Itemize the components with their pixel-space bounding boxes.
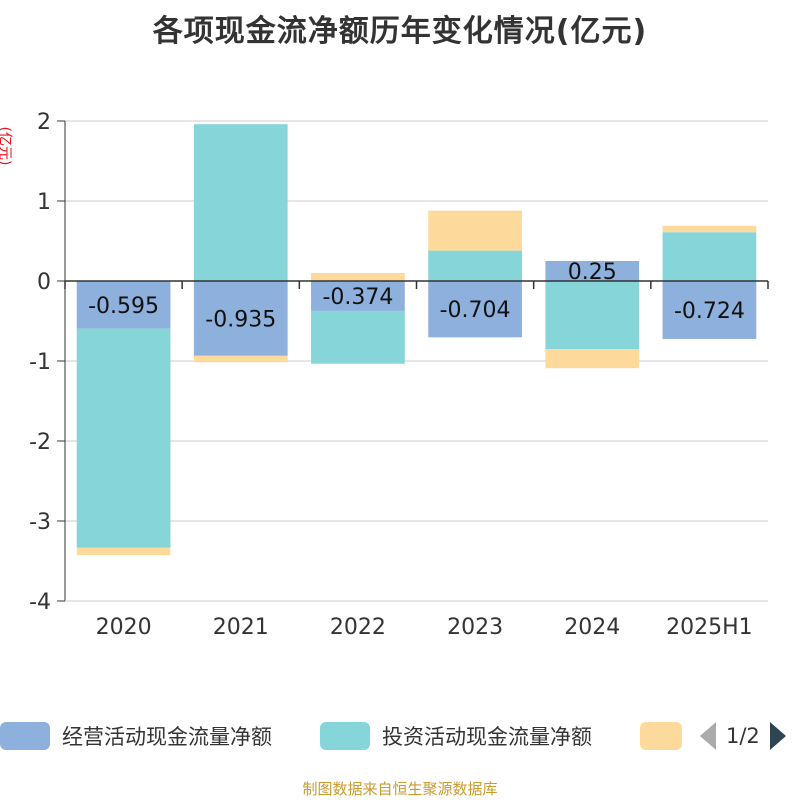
legend: 经营活动现金流量净额 投资活动现金流量净额 — [0, 716, 800, 756]
legend-item-1[interactable]: 投资活动现金流量净额 — [320, 716, 592, 756]
data-label-2025H1: -0.724 — [674, 299, 745, 324]
y-tick-label: 2 — [37, 110, 51, 135]
x-tick-label: 2023 — [447, 615, 503, 640]
legend-swatch — [640, 722, 682, 750]
x-tick-label: 2020 — [96, 615, 152, 640]
legend-pager: 1/2 — [700, 716, 786, 756]
data-label-2024: 0.25 — [568, 260, 617, 285]
bar-segment-2022-series-1[interactable] — [311, 310, 405, 364]
x-tick-label: 2022 — [330, 615, 386, 640]
cash-flow-chart: 2 1 0 -1 -2 -3 -4 2020 2021 2022 2023 2024 2025H1 -0… — [29, 110, 769, 640]
bar-segment-2025H1-series-2[interactable] — [662, 225, 757, 233]
y-tick-label: -3 — [29, 510, 51, 535]
y-tick-label: 1 — [37, 190, 51, 215]
bar-segment-2021-series-0[interactable] — [193, 281, 288, 356]
legend-swatch — [0, 722, 50, 750]
bar-segment-2020-series-1[interactable] — [76, 328, 171, 548]
legend-label: 经营活动现金流量净额 — [62, 725, 272, 749]
bar-segment-2022-series-2[interactable] — [311, 273, 405, 281]
data-label-2023: -0.704 — [440, 298, 511, 323]
legend-swatch — [320, 722, 370, 750]
y-tick-label: 0 — [37, 270, 51, 295]
legend-label: 投资活动现金流量净额 — [382, 725, 592, 749]
next-page-icon[interactable] — [769, 722, 786, 750]
bar-segment-2025H1-series-0[interactable] — [662, 281, 757, 339]
bar-segment-2024-series-0[interactable] — [545, 261, 640, 281]
bar-segment-2020-series-0[interactable] — [76, 281, 171, 329]
y-tick-label: -1 — [29, 350, 51, 375]
x-tick-label: 2024 — [564, 615, 620, 640]
prev-page-icon[interactable] — [700, 722, 716, 750]
bar-segment-2023-series-1[interactable] — [428, 250, 522, 281]
bars — [76, 124, 757, 555]
bar-segment-2023-series-0[interactable] — [428, 281, 522, 338]
bar-segment-2024-series-1[interactable] — [545, 281, 640, 349]
legend-item-2[interactable] — [640, 716, 682, 756]
x-tick-label: 2021 — [213, 615, 269, 640]
x-tick-label: 2025H1 — [666, 615, 753, 640]
data-label-2020: -0.595 — [88, 294, 159, 319]
bar-segment-2025H1-series-1[interactable] — [662, 232, 757, 281]
legend-item-0[interactable]: 经营活动现金流量净额 — [0, 716, 272, 756]
bar-segment-2022-series-0[interactable] — [311, 281, 405, 311]
data-label-2022: -0.374 — [322, 285, 393, 310]
bar-segment-2024-series-2[interactable] — [545, 349, 640, 369]
y-tick-label: -4 — [29, 590, 51, 615]
bar-segment-2021-series-2[interactable] — [193, 355, 288, 363]
data-labels: -0.595 -0.935 -0.374 -0.704 0.25 -0.724 — [88, 260, 745, 332]
chart-title: 各项现金流净额历年变化情况(亿元) — [152, 14, 648, 49]
bar-segment-2020-series-2[interactable] — [76, 547, 171, 555]
data-label-2021: -0.935 — [205, 307, 276, 332]
data-source-note: 制图数据来自恒生聚源数据库 — [302, 780, 498, 798]
bar-segment-2023-series-2[interactable] — [428, 210, 522, 251]
bar-segment-2021-series-1[interactable] — [193, 124, 288, 281]
y-tick-label: -2 — [29, 430, 51, 455]
axes: 2 1 0 -1 -2 -3 -4 2020 2021 2022 2023 2024 2025H1 — [29, 110, 769, 640]
pager-text: 1/2 — [726, 724, 760, 748]
